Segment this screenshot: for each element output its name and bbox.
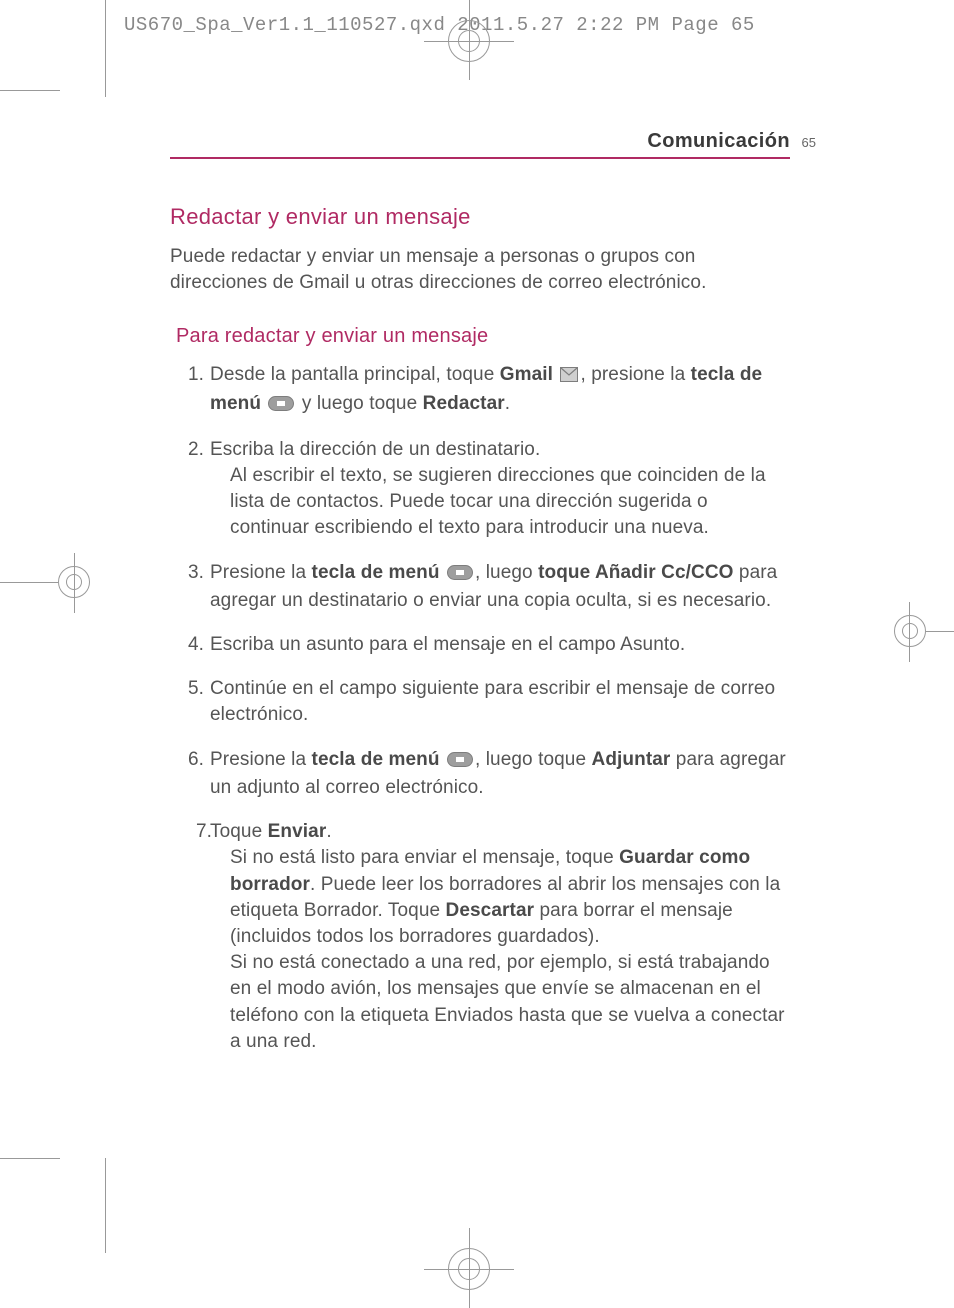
step-body: Si no está conectado a una red, por ejem… bbox=[210, 950, 790, 1055]
steps-list: 1. Desde la pantalla principal, toque Gm… bbox=[170, 362, 790, 1055]
file-header-info: US670_Spa_Ver1.1_110527.qxd 2011.5.27 2:… bbox=[124, 14, 755, 36]
bold-adjuntar: Adjuntar bbox=[592, 749, 671, 770]
step-body: Al escribir el texto, se sugieren direcc… bbox=[210, 463, 790, 542]
step-number: 1. bbox=[188, 362, 204, 388]
step-text: . bbox=[505, 393, 510, 414]
step-2: 2. Escriba la dirección de un destinatar… bbox=[210, 437, 790, 542]
step-text: Toque bbox=[210, 821, 268, 842]
step-text: y luego toque bbox=[302, 393, 423, 414]
page-content: Comunicación 65 Redactar y enviar un men… bbox=[170, 130, 790, 1073]
step-text: , luego bbox=[475, 562, 538, 583]
step-6: 6. Presione la tecla de menú , luego toq… bbox=[210, 747, 790, 801]
step-number: 2. bbox=[188, 437, 204, 463]
section-header: Comunicación 65 bbox=[170, 130, 790, 159]
gmail-icon bbox=[560, 364, 578, 390]
bold-enviar: Enviar bbox=[268, 821, 327, 842]
step-text: , luego toque bbox=[475, 749, 592, 770]
step-text: , presione la bbox=[580, 364, 690, 385]
menu-key-icon bbox=[447, 562, 473, 588]
step-3: 3. Presione la tecla de menú , luego toq… bbox=[210, 560, 790, 614]
step-number: 4. bbox=[188, 632, 204, 658]
step-5: 5. Continúe en el campo siguiente para e… bbox=[210, 676, 790, 728]
step-number: 6. bbox=[188, 747, 204, 773]
heading-1: Redactar y enviar un mensaje bbox=[170, 204, 790, 230]
intro-paragraph: Puede redactar y enviar un mensaje a per… bbox=[170, 244, 790, 295]
step-text: Presione la bbox=[210, 749, 312, 770]
step-text: Continúe en el campo siguiente para escr… bbox=[210, 678, 775, 725]
page-number: 65 bbox=[802, 135, 816, 150]
step-number: 3. bbox=[188, 560, 204, 586]
bold-redactar: Redactar bbox=[423, 393, 505, 414]
bold-menu-key: tecla de menú bbox=[312, 749, 440, 770]
section-title: Comunicación bbox=[170, 130, 790, 153]
step-text: Si no está listo para enviar el mensaje,… bbox=[230, 847, 619, 868]
step-number: 5. bbox=[188, 676, 204, 702]
step-text: Presione la bbox=[210, 562, 312, 583]
bold-cc-cco: toque Añadir Cc/CCO bbox=[538, 562, 733, 583]
bold-descartar: Descartar bbox=[446, 900, 535, 921]
menu-key-icon bbox=[268, 393, 294, 419]
heading-2: Para redactar y enviar un mensaje bbox=[176, 325, 790, 348]
step-body: Si no está listo para enviar el mensaje,… bbox=[210, 845, 790, 950]
step-text: . bbox=[326, 821, 331, 842]
step-number: 7. bbox=[196, 819, 212, 845]
bold-gmail: Gmail bbox=[500, 364, 553, 385]
step-text: Escriba la dirección de un destinatario. bbox=[210, 439, 540, 460]
crop-mark-top-left bbox=[0, 90, 120, 140]
step-text: Desde la pantalla principal, toque bbox=[210, 364, 500, 385]
menu-key-icon bbox=[447, 749, 473, 775]
step-4: 4. Escriba un asunto para el mensaje en … bbox=[210, 632, 790, 658]
section-underline bbox=[170, 157, 790, 159]
step-7: 7. Toque Enviar. Si no está listo para e… bbox=[210, 819, 790, 1055]
step-text: Escriba un asunto para el mensaje en el … bbox=[210, 634, 685, 655]
step-1: 1. Desde la pantalla principal, toque Gm… bbox=[210, 362, 790, 418]
bold-menu-key: tecla de menú bbox=[312, 562, 440, 583]
